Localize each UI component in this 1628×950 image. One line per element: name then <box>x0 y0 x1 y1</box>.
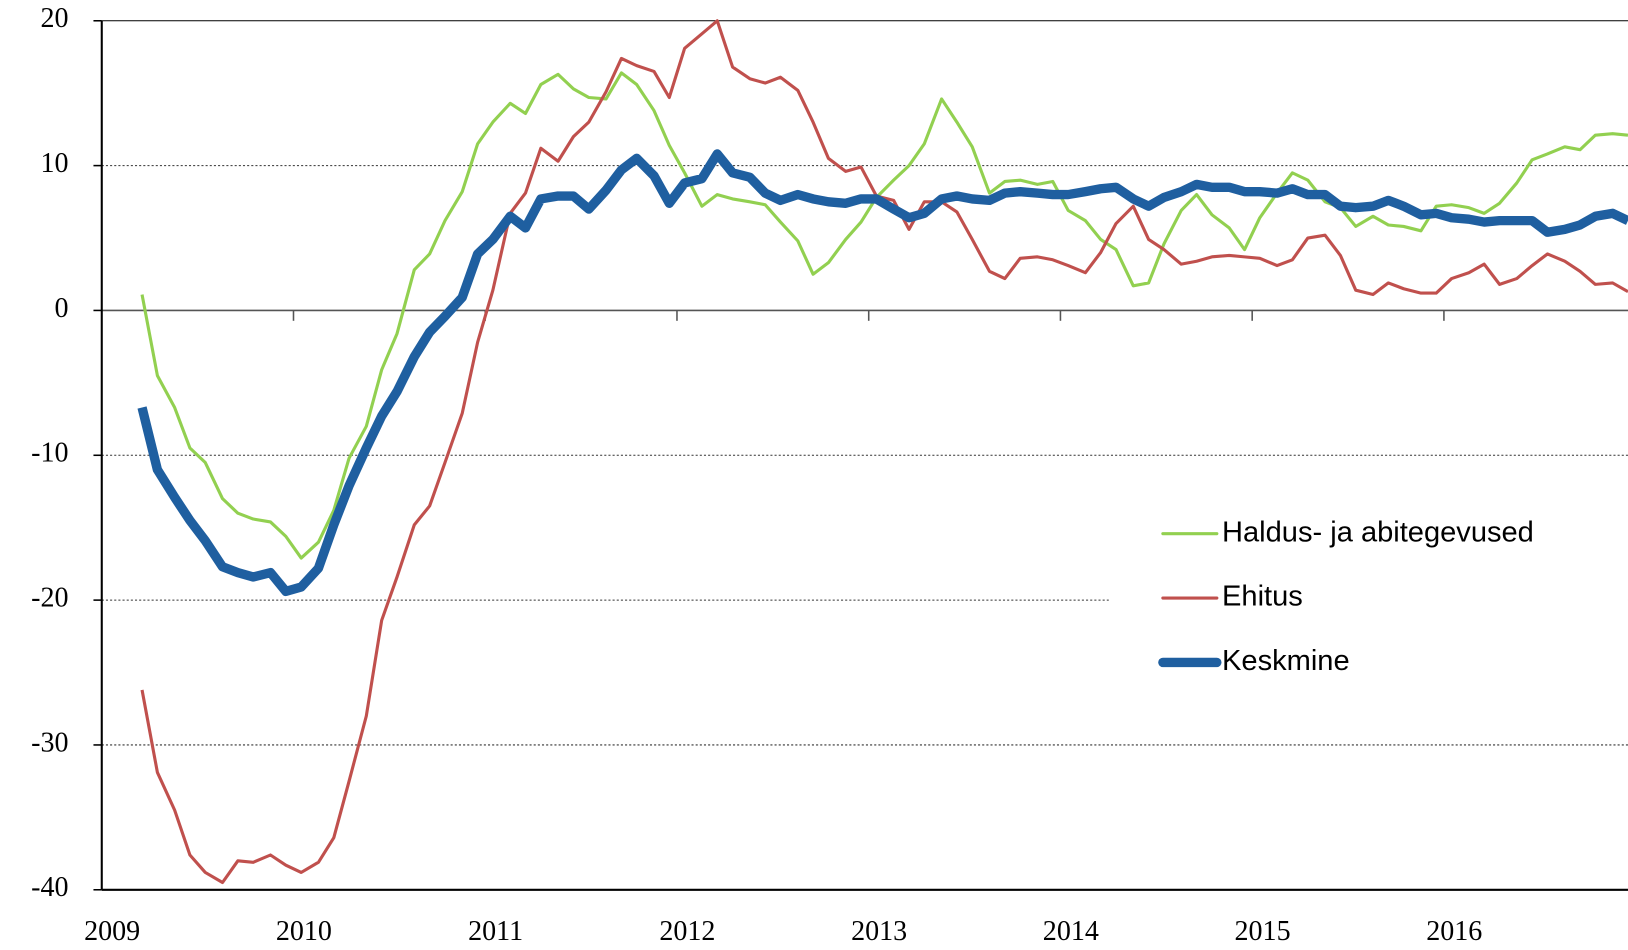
y-tick-label: -30 <box>31 727 68 758</box>
x-tick-label: 2012 <box>659 916 715 947</box>
x-tick-label: 2011 <box>468 916 523 947</box>
y-tick-label: 20 <box>41 3 69 34</box>
series-line <box>137 149 1628 597</box>
series-line <box>140 71 1628 560</box>
y-tick-label: 0 <box>55 293 69 324</box>
x-tick-label: 2014 <box>1043 916 1099 947</box>
y-tick-label: 10 <box>41 148 69 179</box>
y-tick-label: -40 <box>31 872 68 903</box>
y-tick-label: -10 <box>31 438 68 469</box>
x-tick-label: 2015 <box>1235 916 1291 947</box>
x-tick-label: 2013 <box>851 916 907 947</box>
legend-label: Keskmine <box>1222 645 1350 677</box>
plot <box>137 19 1628 885</box>
series-line <box>140 19 1628 885</box>
legend-label: Ehitus <box>1222 581 1303 613</box>
x-tick-label: 2010 <box>276 916 332 947</box>
x-tick-label: 2009 <box>84 916 140 947</box>
y-tick-label: -20 <box>31 583 68 614</box>
x-tick-label: 2016 <box>1426 916 1482 947</box>
legend-label: Haldus- ja abitegevused <box>1222 516 1534 548</box>
